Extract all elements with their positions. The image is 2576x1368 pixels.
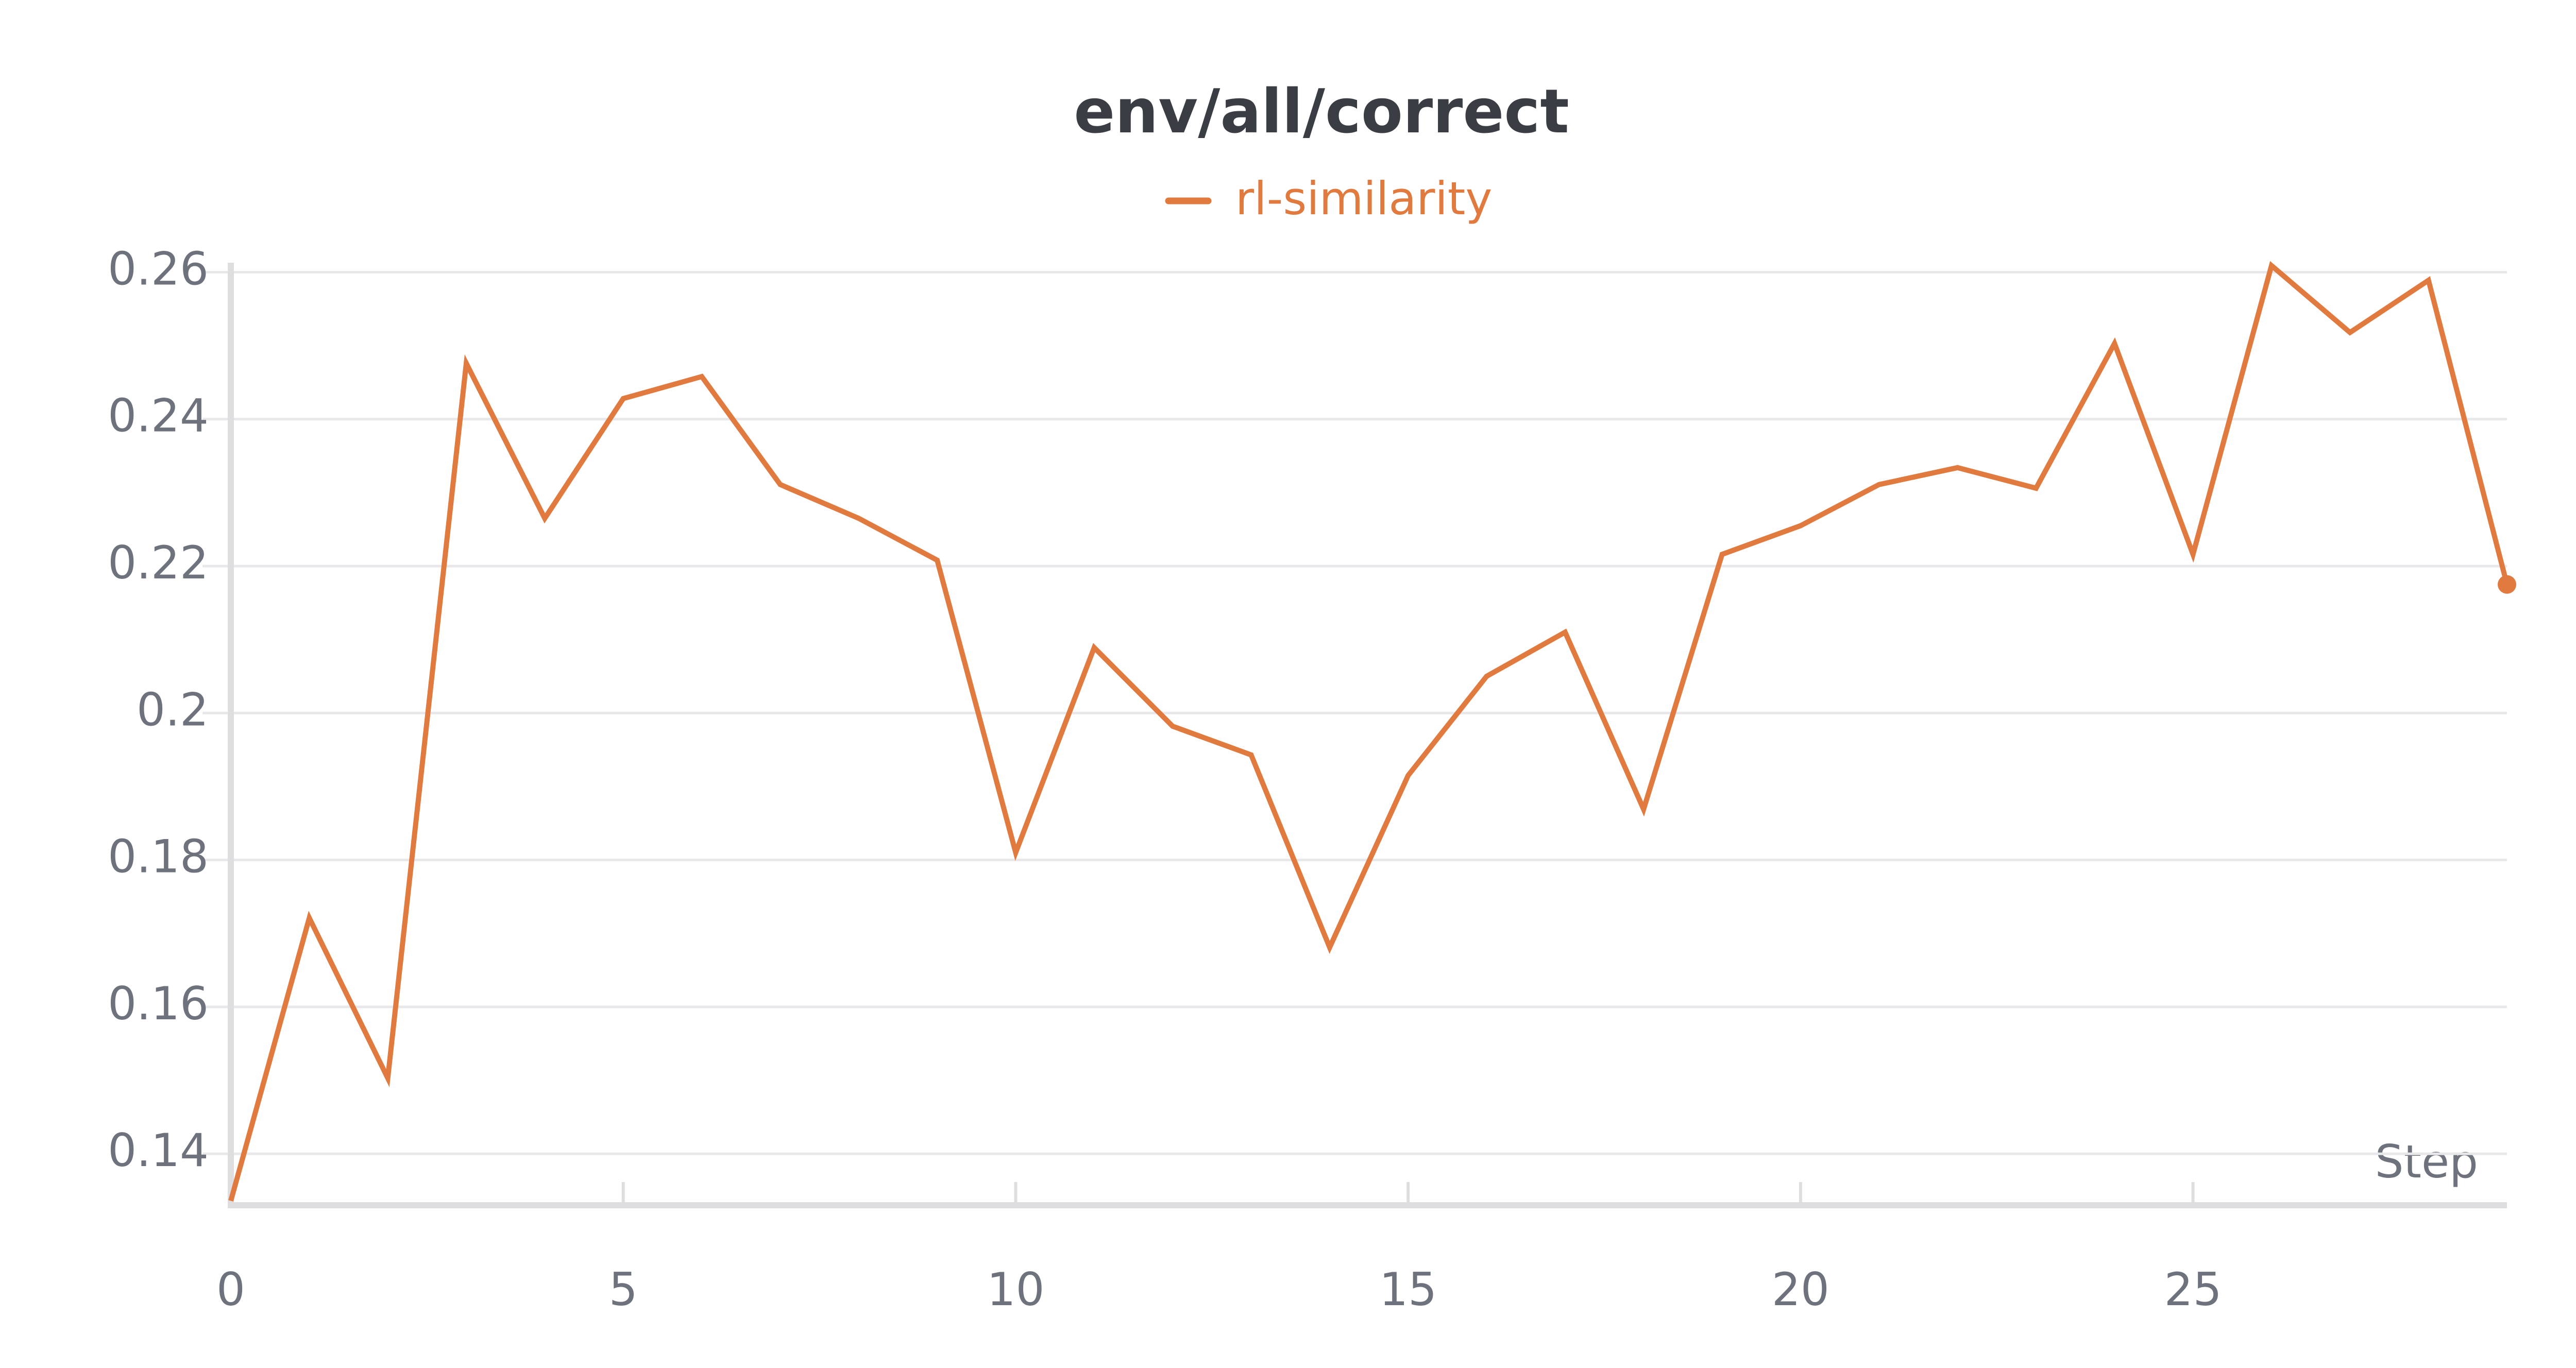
y-tick-label: 0.24 [108,389,209,442]
y-tick-label: 0.2 [137,683,209,736]
x-tick-label: 15 [1379,1263,1437,1316]
x-tick-label: 25 [2164,1263,2222,1316]
x-tick-label: 5 [609,1263,638,1316]
y-tick-label: 0.22 [108,536,209,589]
chart-title: env/all/correct [1074,76,1569,147]
x-tick-label: 20 [1772,1263,1829,1316]
end-point [2498,575,2516,594]
x-tick-label: 10 [987,1263,1044,1316]
legend-label: rl-similarity [1235,172,1492,225]
line [228,261,2510,1202]
y-tick-label: 0.18 [108,830,209,883]
y-tick-label: 0.16 [108,977,209,1030]
x-tick-label: 0 [216,1263,245,1316]
y-tick-label: 0.14 [108,1124,209,1177]
y-tick-label: 0.26 [108,242,209,295]
x-axis-label: Step [2375,1135,2478,1188]
